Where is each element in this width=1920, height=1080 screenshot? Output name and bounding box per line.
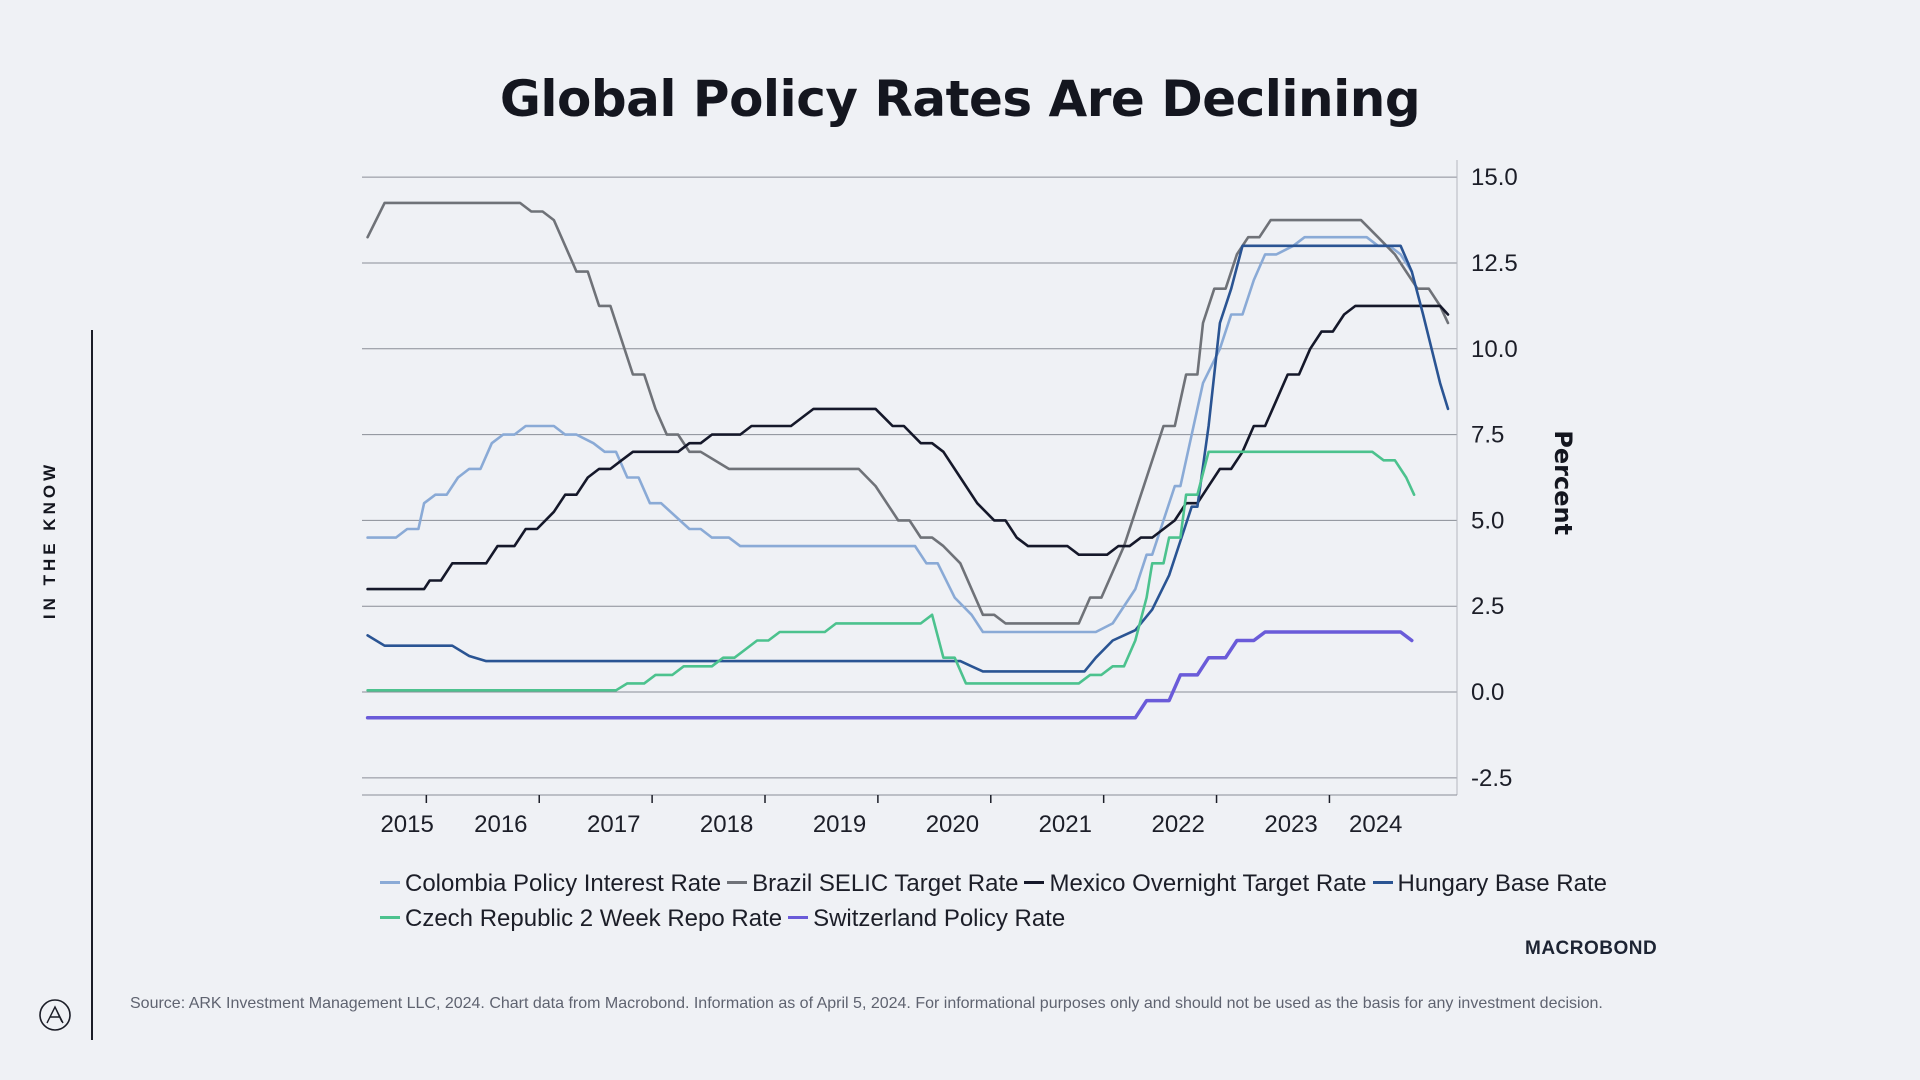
legend-row: Colombia Policy Interest Rate Brazil SELI… xyxy=(380,866,1607,901)
legend-swatch xyxy=(788,916,809,920)
x-tick-label: 2024 xyxy=(1349,811,1402,838)
legend-label: Brazil SELIC Target Rate xyxy=(752,870,1019,897)
grid-layer xyxy=(362,176,1457,779)
legend-label: Colombia Policy Interest Rate xyxy=(405,870,722,897)
legend-label: Hungary Base Rate xyxy=(1397,870,1607,897)
legend-swatch xyxy=(380,916,400,920)
x-tick-label: 2019 xyxy=(813,811,866,838)
legend-item: Mexico Overnight Target Rate xyxy=(1024,866,1367,901)
x-tick-label: 2021 xyxy=(1039,811,1092,838)
y-tick-label: 2.5 xyxy=(1471,593,1504,620)
legend-swatch xyxy=(1372,881,1393,885)
x-tick-label: 2020 xyxy=(926,811,979,838)
series-line-mexico-overnight-target-rate xyxy=(366,304,1450,591)
legend-row: Czech Republic 2 Week Repo Rate Switzerla… xyxy=(380,901,1580,936)
axis-layer xyxy=(362,160,1458,803)
chart-title: Global Policy Rates Are Declining xyxy=(499,70,1421,128)
legend-item: Switzerland Policy Rate xyxy=(788,901,1065,936)
chart-legend: Colombia Policy Interest Rate Brazil SELI… xyxy=(380,866,1607,936)
legend-item: Hungary Base Rate xyxy=(1372,866,1607,901)
legend-item: Czech Republic 2 Week Repo Rate xyxy=(380,901,782,936)
x-tick-label: 2022 xyxy=(1151,811,1204,838)
x-tick-label: 2018 xyxy=(700,811,753,838)
y-axis-label: Percent xyxy=(1549,430,1577,535)
series-line-czech-republic-2-week-repo-rate xyxy=(366,450,1416,692)
y-tick-label: 12.5 xyxy=(1471,250,1518,277)
legend-swatch xyxy=(380,881,400,885)
y-tick-label: 7.5 xyxy=(1471,422,1504,449)
y-tick-label: 10.0 xyxy=(1471,336,1518,363)
legend-label: Czech Republic 2 Week Repo Rate xyxy=(405,905,783,932)
y-tick-label: 15.0 xyxy=(1471,164,1518,191)
series-line-brazil-selic-target-rate xyxy=(366,201,1450,625)
y-tick-label: -2.5 xyxy=(1471,765,1512,792)
legend-swatch xyxy=(727,881,748,885)
x-tick-label: 2017 xyxy=(587,811,640,838)
side-divider xyxy=(91,330,93,1040)
ark-logo-icon xyxy=(39,999,71,1031)
series-line-colombia-policy-interest-rate xyxy=(366,235,1414,634)
series-line-hungary-base-rate xyxy=(366,244,1450,673)
x-tick-label: 2016 xyxy=(474,811,527,838)
series-line-switzerland-policy-rate xyxy=(365,630,1414,720)
legend-item: Colombia Policy Interest Rate xyxy=(380,866,721,901)
macrobond-logo: MACROBOND xyxy=(1525,938,1658,959)
series-layer xyxy=(365,201,1450,720)
x-tick-label: 2015 xyxy=(380,811,433,838)
legend-label: Switzerland Policy Rate xyxy=(813,905,1066,932)
y-tick-label: 5.0 xyxy=(1471,507,1504,534)
legend-label: Mexico Overnight Target Rate xyxy=(1049,870,1367,897)
legend-item: Brazil SELIC Target Rate xyxy=(727,866,1018,901)
source-note: Source: ARK Investment Management LLC, 2… xyxy=(130,995,1603,1012)
y-tick-label: 0.0 xyxy=(1471,679,1504,706)
x-tick-label: 2023 xyxy=(1264,811,1317,838)
legend-swatch xyxy=(1024,881,1045,885)
label-layer: 15.0 12.5 10.0 7.5 5.0 2.5 0.0 -2.5 2015 2016 2017… xyxy=(380,164,1577,838)
